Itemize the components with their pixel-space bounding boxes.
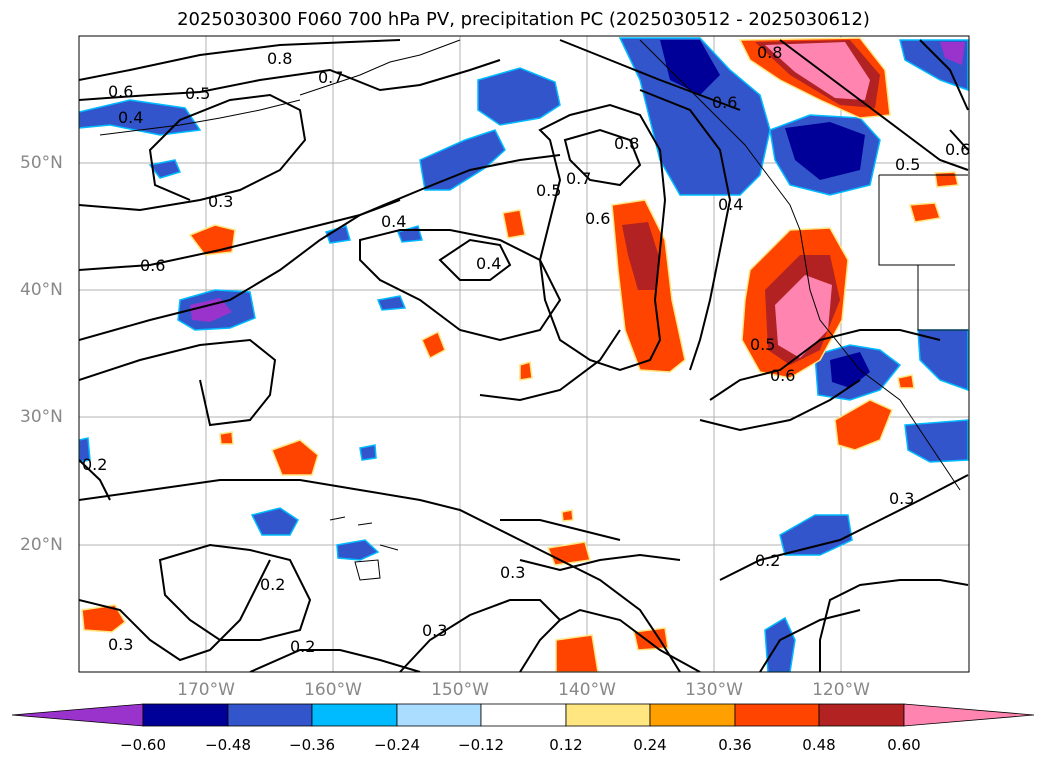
- contour-label: 0.5: [536, 181, 561, 200]
- contour-label: 0.6: [108, 82, 133, 101]
- contour-label: 0.8: [757, 43, 782, 62]
- contour-label: 0.4: [718, 195, 743, 214]
- contour-label: 0.6: [585, 209, 610, 228]
- colorbar-tick-label: −0.36: [289, 736, 335, 754]
- colorbar-swatch: [734, 703, 820, 727]
- map-panel: 0.8 0.7 0.6 0.5 0.4 0.3 0.6 0.4 0.7 0.8 …: [79, 36, 970, 672]
- contour-label: 0.5: [185, 84, 210, 103]
- contour-label: 0.7: [318, 68, 343, 87]
- contour-label: 0.3: [208, 192, 233, 211]
- colorbar-swatch: [649, 703, 736, 727]
- colorbar-tick-label: 0.36: [718, 736, 752, 754]
- colorbar-swatch: [227, 703, 313, 727]
- contour-label: 0.5: [895, 155, 920, 174]
- longitude-label: 170°W: [177, 680, 235, 700]
- contour-label: 0.7: [566, 169, 591, 188]
- contour-label: 0.3: [889, 489, 914, 508]
- colorbar-swatch: [565, 703, 651, 727]
- longitude-label: 120°W: [812, 680, 870, 700]
- colorbar-tick-label: −0.12: [458, 736, 504, 754]
- colorbar-extend-high: [903, 703, 1035, 727]
- colorbar-tick-label: −0.60: [120, 736, 166, 754]
- colorbar-extend-low: [11, 703, 144, 727]
- contour-label: 0.6: [712, 93, 737, 112]
- colorbar: [11, 703, 1035, 727]
- contour-label: 0.2: [260, 575, 285, 594]
- colorbar-tick-label: 0.48: [802, 736, 836, 754]
- latitude-label: 50°N: [20, 153, 63, 173]
- contour-label: 0.6: [770, 366, 795, 385]
- coastlines: [99, 39, 968, 581]
- colorbar-tick-label: 0.24: [633, 736, 667, 754]
- latitude-label: 40°N: [20, 280, 63, 300]
- pv-contours: [79, 39, 969, 672]
- contour-label: 0.6: [945, 140, 970, 159]
- contour-label: 0.4: [118, 108, 143, 127]
- colorbar-swatch: [480, 703, 567, 727]
- colorbar-tick-label: −0.48: [205, 736, 251, 754]
- longitude-label: 140°W: [558, 680, 616, 700]
- map-title: 2025030300 F060 700 hPa PV, precipitatio…: [177, 9, 870, 30]
- colorbar-swatch: [311, 703, 398, 727]
- colorbar-tick-label: 0.60: [887, 736, 921, 754]
- contour-label: 0.8: [267, 49, 292, 68]
- colorbar-swatch: [818, 703, 905, 727]
- colorbar-swatch: [396, 703, 482, 727]
- colorbar-swatch: [142, 703, 229, 727]
- contour-labels: 0.8 0.7 0.6 0.5 0.4 0.3 0.6 0.4 0.7 0.8 …: [82, 43, 970, 656]
- latitude-label: 30°N: [20, 407, 63, 427]
- contour-label: 0.3: [108, 635, 133, 654]
- contour-label: 0.3: [422, 621, 447, 640]
- longitude-label: 130°W: [685, 680, 743, 700]
- contour-label: 0.2: [82, 455, 107, 474]
- latitude-label: 20°N: [20, 535, 63, 555]
- contour-label: 0.6: [140, 256, 165, 275]
- longitude-label: 160°W: [304, 680, 362, 700]
- colorbar-tick-label: −0.24: [374, 736, 420, 754]
- map-frame: [78, 35, 970, 673]
- contour-label: 0.4: [381, 212, 406, 231]
- contour-label: 0.5: [750, 335, 775, 354]
- contour-label: 0.4: [476, 254, 501, 273]
- contour-label: 0.8: [614, 134, 639, 153]
- contour-label: 0.2: [290, 637, 315, 656]
- contour-label: 0.2: [755, 551, 780, 570]
- longitude-label: 150°W: [431, 680, 489, 700]
- colorbar-tick-label: 0.12: [549, 736, 583, 754]
- contour-label: 0.3: [500, 563, 525, 582]
